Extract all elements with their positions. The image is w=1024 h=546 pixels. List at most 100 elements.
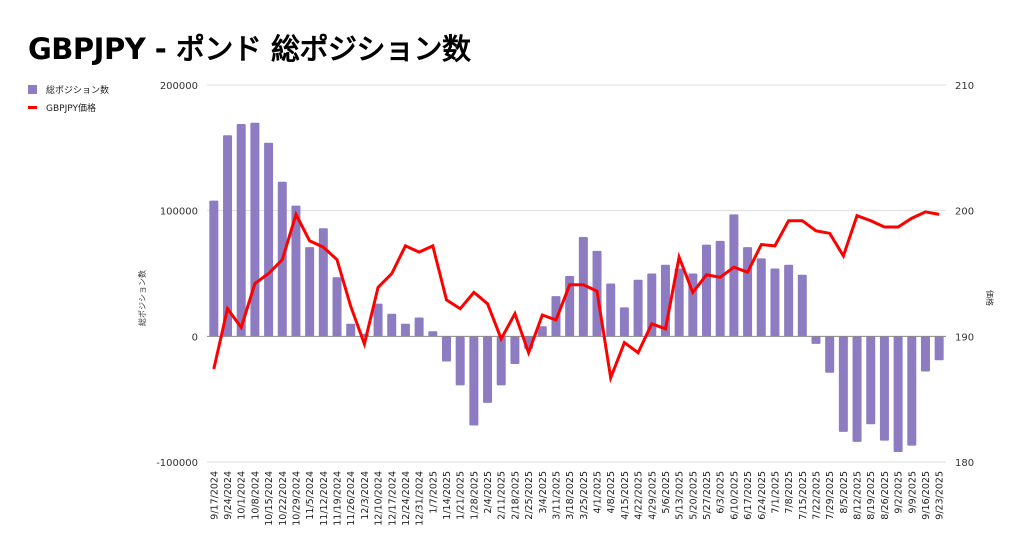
- bar: [702, 244, 712, 337]
- legend-label-price: GBPJPY価格: [46, 103, 96, 114]
- bar: [318, 228, 328, 337]
- bar: [647, 273, 657, 337]
- bar: [250, 122, 260, 337]
- bar: [332, 277, 342, 337]
- bar: [756, 258, 766, 337]
- bar: [537, 326, 547, 337]
- bar: [236, 123, 246, 337]
- x-tick-label: 7/22/2025: [812, 471, 823, 520]
- bar: [346, 323, 356, 337]
- bar: [510, 336, 520, 364]
- x-tick-label: 2/4/2025: [483, 471, 494, 514]
- bar: [879, 336, 889, 441]
- x-tick-label: 12/10/2024: [374, 471, 385, 526]
- bar: [428, 331, 438, 337]
- bar: [743, 247, 753, 337]
- legend-swatch-bar: [28, 84, 37, 94]
- y-tick-right: 210: [955, 81, 974, 92]
- y-tick-left: -100000: [156, 458, 198, 469]
- x-tick-label: 7/15/2025: [798, 471, 809, 520]
- x-tick-label: 10/15/2024: [264, 471, 275, 526]
- x-tick-label: 4/1/2025: [593, 471, 604, 514]
- x-tick-label: 6/10/2025: [729, 471, 740, 520]
- bar: [920, 336, 930, 372]
- x-tick-label: 1/21/2025: [456, 471, 467, 520]
- legend-swatch-line: [28, 105, 37, 109]
- bar: [893, 336, 903, 452]
- bar: [784, 264, 794, 337]
- bar: [387, 313, 397, 337]
- x-tick-label: 10/8/2024: [250, 471, 261, 520]
- bar: [770, 268, 780, 337]
- x-tick-label: 5/6/2025: [661, 471, 672, 514]
- bar: [373, 303, 383, 337]
- bar: [633, 279, 643, 337]
- y-axis-label-right: 価格: [985, 290, 995, 306]
- x-tick-label: 11/26/2024: [346, 471, 357, 526]
- bar: [305, 247, 315, 337]
- x-tick-label: 7/1/2025: [770, 471, 781, 514]
- x-tick-label: 9/16/2025: [921, 471, 932, 520]
- legend-item-positions[interactable]: 総ポジション数: [28, 80, 109, 98]
- bar: [264, 142, 274, 337]
- y-tick-left: 200000: [160, 81, 198, 92]
- x-tick-label: 10/1/2024: [237, 471, 248, 520]
- x-tick-label: 4/8/2025: [606, 471, 617, 514]
- x-tick-label: 3/25/2025: [579, 471, 590, 520]
- bar: [496, 336, 506, 386]
- x-tick-label: 1/14/2025: [442, 471, 453, 520]
- x-tick-label: 6/3/2025: [716, 471, 727, 514]
- x-tick-label: 11/19/2024: [333, 471, 344, 526]
- x-tick-label: 7/29/2025: [825, 471, 836, 520]
- price-line: [212, 210, 940, 384]
- x-tick-label: 8/19/2025: [866, 471, 877, 520]
- x-tick-label: 8/12/2025: [853, 471, 864, 520]
- x-tick-label: 3/4/2025: [538, 471, 549, 514]
- bar: [811, 336, 821, 344]
- bar: [715, 240, 725, 337]
- x-tick-label: 5/13/2025: [675, 471, 686, 520]
- x-tick-label: 2/25/2025: [524, 471, 535, 520]
- bar: [797, 274, 807, 337]
- x-tick-label: 12/24/2024: [401, 471, 412, 526]
- bar: [825, 336, 835, 373]
- bar: [400, 323, 410, 337]
- y-tick-right: 180: [955, 458, 974, 469]
- x-tick-label: 9/23/2025: [935, 471, 946, 520]
- bar: [483, 336, 493, 403]
- x-tick-label: 2/18/2025: [510, 471, 521, 520]
- x-tick-label: 11/5/2024: [305, 471, 316, 520]
- x-tick-label: 8/5/2025: [839, 471, 850, 514]
- x-tick-label: 12/31/2024: [415, 471, 426, 526]
- legend: 総ポジション数 GBPJPY価格: [28, 80, 109, 116]
- y-tick-right: 190: [955, 332, 974, 343]
- x-tick-label: 5/27/2025: [702, 471, 713, 520]
- y-axis-label-left: 総ポジション数: [137, 270, 147, 326]
- x-tick-label: 9/24/2024: [223, 471, 234, 520]
- x-tick-label: 9/9/2025: [907, 471, 918, 514]
- x-tick-label: 10/22/2024: [278, 471, 289, 526]
- x-tick-label: 8/26/2025: [880, 471, 891, 520]
- y-tick-left: 0: [192, 332, 198, 343]
- bar: [578, 237, 588, 337]
- bar: [606, 283, 616, 337]
- chart-title: GBPJPY - ポンド 総ポジション数: [28, 32, 471, 66]
- bar: [209, 200, 219, 337]
- bar: [223, 135, 233, 337]
- y-tick-left: 100000: [160, 207, 198, 218]
- bar: [441, 336, 451, 362]
- legend-item-price[interactable]: GBPJPY価格: [28, 98, 109, 116]
- bar: [852, 336, 862, 442]
- x-tick-label: 11/12/2024: [319, 471, 330, 526]
- x-tick-label: 1/7/2025: [428, 471, 439, 514]
- x-tick-label: 4/15/2025: [620, 471, 631, 520]
- x-tick-label: 12/17/2024: [387, 471, 398, 526]
- bar: [838, 336, 848, 432]
- x-tick-label: 4/29/2025: [647, 471, 658, 520]
- x-tick-label: 1/28/2025: [469, 471, 480, 520]
- bar: [729, 214, 739, 337]
- x-tick-label: 3/18/2025: [565, 471, 576, 520]
- x-tick-label: 3/11/2025: [552, 471, 563, 520]
- bar: [619, 307, 629, 337]
